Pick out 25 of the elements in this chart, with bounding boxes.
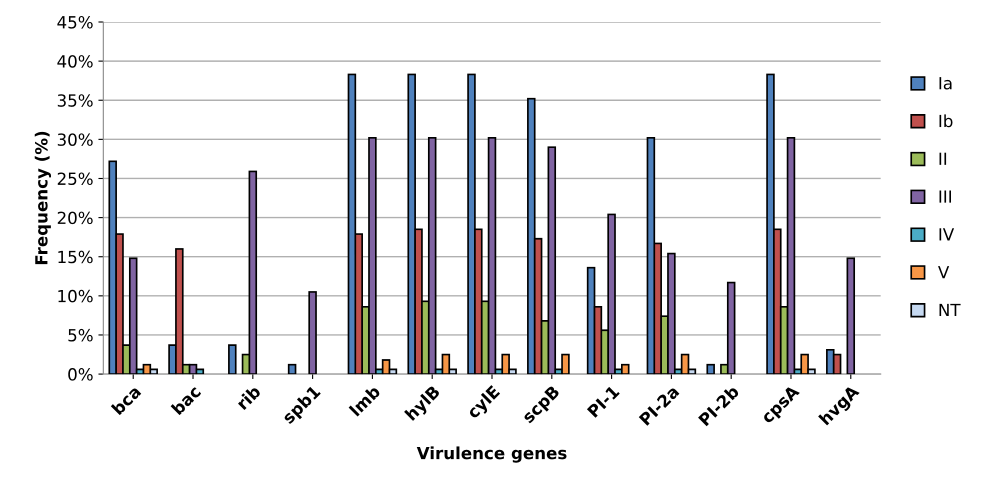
bar [228,344,237,374]
legend-label: Ia [940,77,952,90]
y-tick-label: 0% [68,368,93,381]
x-tick-label: bca [110,384,142,416]
x-tick-label: rib [236,384,262,410]
y-axis-title: Frequency (%) [34,132,51,264]
y-tick-label: 40% [57,55,93,68]
y-tick-label: 30% [58,133,93,146]
y-tick-label: 20% [58,212,93,224]
y-tick-label: 15% [58,250,93,264]
legend-label: II [940,152,946,165]
legend-label: NT [940,304,961,316]
y-tick-label: 25% [58,172,93,186]
y-tick-label: 5% [68,328,93,342]
legend-label: Ib [940,114,952,128]
y-tick-label: 45% [57,16,93,29]
y-tick-label: 35% [58,94,93,107]
legend-label: III [940,190,952,203]
x-axis-title: Virulence genes [416,446,567,463]
bar [706,364,715,374]
legend-label: IV [940,228,954,240]
bar [288,364,296,374]
y-tick-label: 10% [58,290,93,302]
x-tick-label: bac [170,384,202,416]
legend-label: V [938,266,950,278]
